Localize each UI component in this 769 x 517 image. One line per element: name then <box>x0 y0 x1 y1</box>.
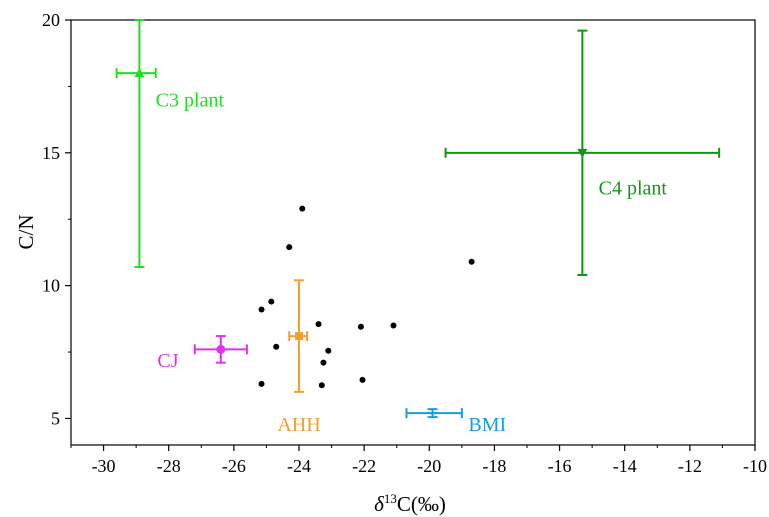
x-tick-label: -26 <box>222 456 246 476</box>
x-tick-label: -12 <box>678 456 702 476</box>
x-tick-label: -18 <box>482 456 506 476</box>
x-tick-label: -22 <box>352 456 376 476</box>
x-tick-label: -24 <box>287 456 311 476</box>
sample-point <box>390 322 397 329</box>
sample-point <box>299 205 306 212</box>
sample-point <box>359 376 366 383</box>
x-tick-label: -10 <box>743 456 767 476</box>
marker-square <box>295 332 303 341</box>
reference-label-cj: CJ <box>157 350 178 372</box>
y-tick-label: 20 <box>42 10 60 30</box>
x-tick-label: -14 <box>613 456 637 476</box>
sample-point <box>325 347 332 354</box>
reference-label-bmi: BMI <box>468 414 506 436</box>
x-axis: -30 -28 -26 -24 -22 -20 -18 -16 -14 -12 -10 <box>70 445 767 476</box>
reference-label-c4-plant: C4 plant <box>599 177 668 199</box>
reference-groups: C3 plant C4 plant AHH CJ BMI <box>115 19 721 436</box>
x-tick-label: -16 <box>548 456 572 476</box>
y-tick-label: 5 <box>51 408 60 428</box>
sample-point <box>273 343 280 350</box>
y-axis: 5 10 15 20 <box>42 10 71 428</box>
reference-bmi: BMI <box>405 408 506 436</box>
x-tick-label: -20 <box>417 456 441 476</box>
sample-point <box>320 359 327 366</box>
sample-point <box>268 298 275 305</box>
sample-point <box>258 306 265 313</box>
y-tick-label: 10 <box>42 276 60 296</box>
reference-label-c3-plant: C3 plant <box>156 90 225 112</box>
y-axis-title: C/N <box>14 214 38 249</box>
sample-point <box>468 258 475 265</box>
marker-triangle <box>134 68 145 78</box>
sample-point <box>258 380 265 387</box>
reference-c3-plant: C3 plant <box>115 19 225 269</box>
x-tick-label: -30 <box>92 456 116 476</box>
reference-label-ahh: AHH <box>277 414 320 436</box>
x-axis-title-rest: C(‰) <box>397 492 446 516</box>
x-tick-label: -28 <box>157 456 181 476</box>
x-axis-title: δ13C(‰) <box>374 491 446 516</box>
sample-point <box>286 244 293 251</box>
marker-circle <box>216 344 226 354</box>
sample-point <box>315 321 322 328</box>
x-axis-title-superscript: 13 <box>384 491 397 506</box>
x-axis-title-delta: δ <box>374 492 385 516</box>
plot-frame <box>70 19 756 446</box>
reference-cj: CJ <box>157 335 248 372</box>
sample-point <box>357 323 364 330</box>
marker-triangle <box>577 148 588 158</box>
sample-point <box>318 382 325 389</box>
reference-ahh: AHH <box>277 279 321 436</box>
plot-area <box>70 19 756 446</box>
y-tick-label: 15 <box>42 143 60 163</box>
reference-c4-plant: C4 plant <box>444 29 721 276</box>
sample-points <box>258 205 475 389</box>
